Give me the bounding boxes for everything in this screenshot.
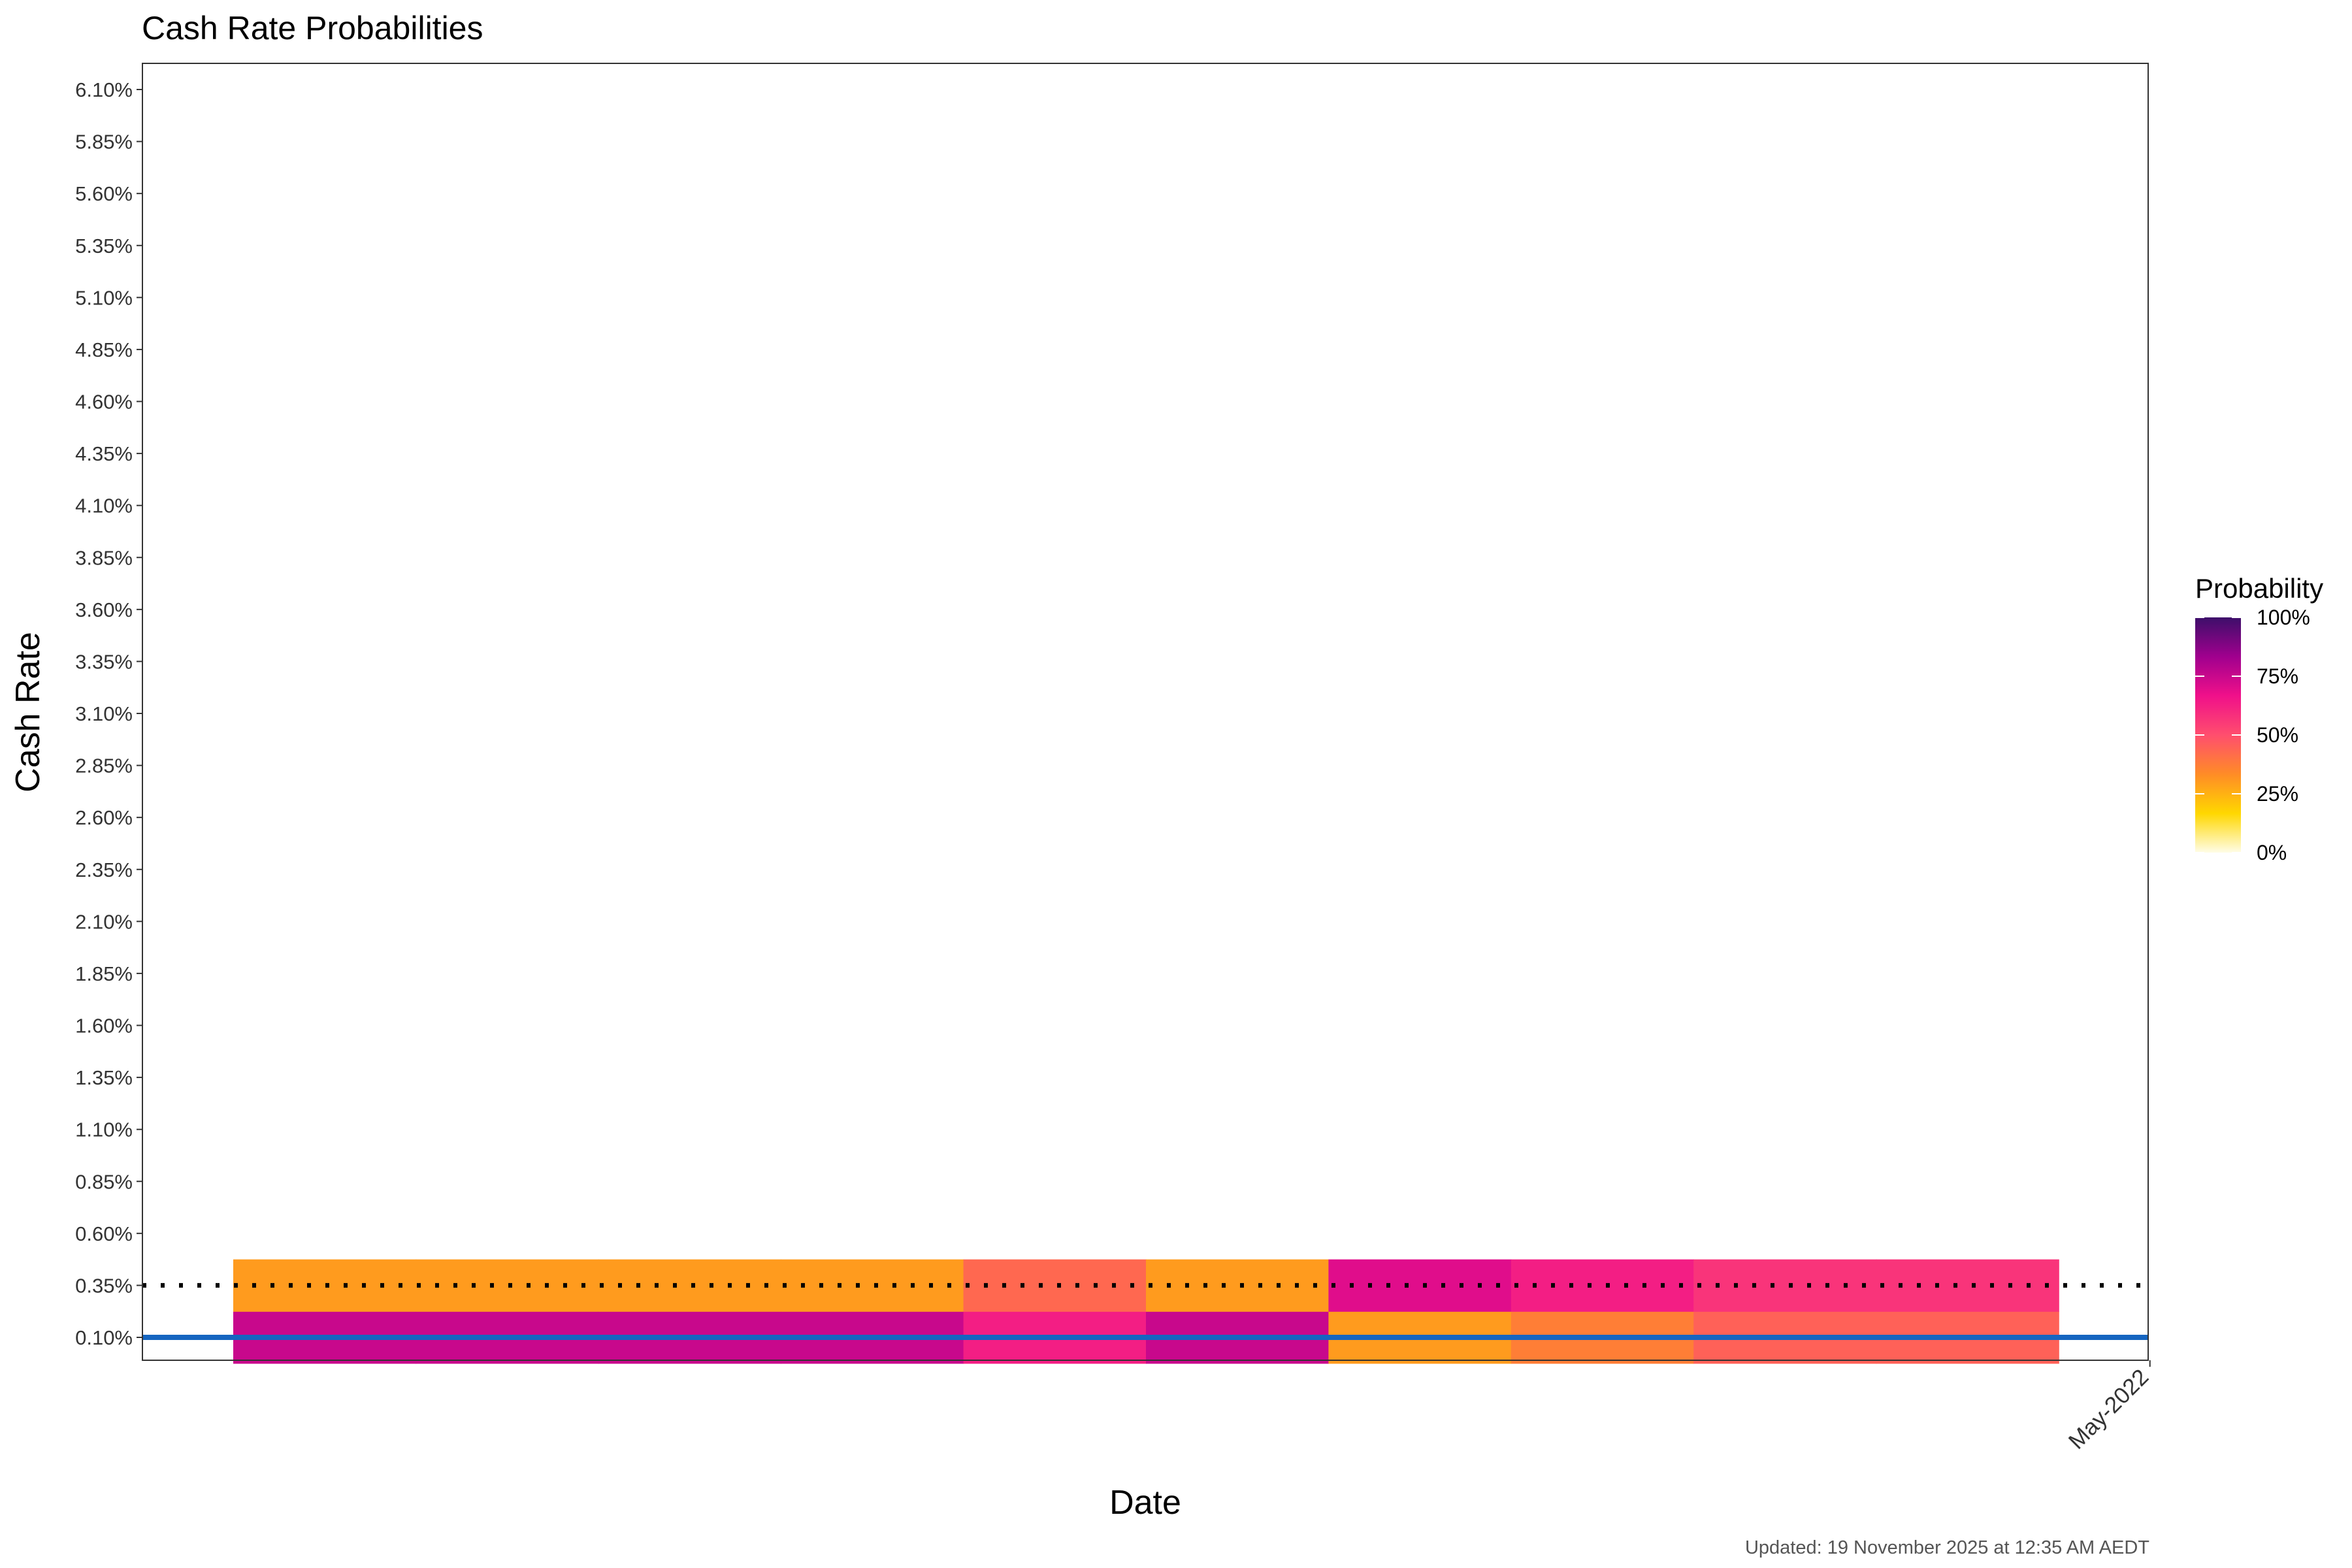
y-tick-label: 0.35% xyxy=(75,1274,133,1297)
y-tick-label: 0.60% xyxy=(75,1222,133,1245)
y-tick-label: 3.10% xyxy=(75,702,133,725)
y-tick-label: 4.10% xyxy=(75,495,133,517)
y-tick-label: 2.35% xyxy=(75,858,133,881)
y-tick-label: 2.10% xyxy=(75,910,133,933)
y-axis-title: Cash Rate xyxy=(9,632,47,792)
legend-label: 25% xyxy=(2257,782,2298,806)
chart-title: Cash Rate Probabilities xyxy=(142,10,483,46)
y-tick-label: 1.60% xyxy=(75,1015,133,1037)
heatmap-cell xyxy=(1693,1259,1877,1312)
legend-label: 75% xyxy=(2257,664,2298,688)
y-tick-label: 2.85% xyxy=(75,755,133,777)
y-tick-label: 5.10% xyxy=(75,286,133,309)
heatmap-cell xyxy=(1146,1259,1330,1312)
y-tick-label: 3.85% xyxy=(75,546,133,569)
legend-label: 100% xyxy=(2257,606,2310,629)
heatmap-cell xyxy=(1511,1259,1694,1312)
y-tick-label: 5.35% xyxy=(75,235,133,257)
heatmap-cell xyxy=(1328,1259,1512,1312)
legend-title: Probability xyxy=(2195,573,2323,604)
y-tick-label: 5.85% xyxy=(75,131,133,154)
y-tick-label: 1.35% xyxy=(75,1066,133,1089)
legend-label: 50% xyxy=(2257,723,2298,747)
x-axis: May-2022 xyxy=(2064,1360,2154,1454)
y-tick-label: 1.10% xyxy=(75,1119,133,1141)
plot-panel xyxy=(142,63,2149,1361)
caption: Updated: 19 November 2025 at 12:35 AM AE… xyxy=(1745,1537,2149,1558)
heatmap-cell xyxy=(233,1259,417,1312)
heatmap-cell xyxy=(416,1259,599,1312)
y-tick-label: 2.60% xyxy=(75,806,133,829)
y-tick-label: 3.35% xyxy=(75,650,133,673)
y-tick-label: 5.60% xyxy=(75,182,133,205)
y-tick-label: 0.85% xyxy=(75,1170,133,1193)
y-tick-label: 3.60% xyxy=(75,598,133,621)
y-tick-label: 4.85% xyxy=(75,338,133,361)
heatmap-cells xyxy=(233,1259,2059,1364)
x-axis-title: Date xyxy=(1109,1484,1181,1522)
legend-label: 0% xyxy=(2257,841,2287,864)
reference-lines xyxy=(142,1282,2148,1340)
y-tick-label: 6.10% xyxy=(75,78,133,101)
y-axis: 0.10% 0.35% 0.60% 0.85% 1.10% 1.35% 1.60% 1.85%… xyxy=(75,78,142,1349)
y-tick-label: 4.35% xyxy=(75,442,133,465)
x-tick-label: May-2022 xyxy=(2064,1364,2154,1454)
heatmap-cell xyxy=(1876,1259,2059,1312)
heatmap-cell xyxy=(963,1259,1147,1312)
heatmap-cell xyxy=(781,1259,964,1312)
y-tick-label: 4.60% xyxy=(75,391,133,414)
heatmap-cell xyxy=(598,1259,781,1312)
y-tick-label: 1.85% xyxy=(75,962,133,985)
y-tick-label: 0.10% xyxy=(75,1326,133,1349)
